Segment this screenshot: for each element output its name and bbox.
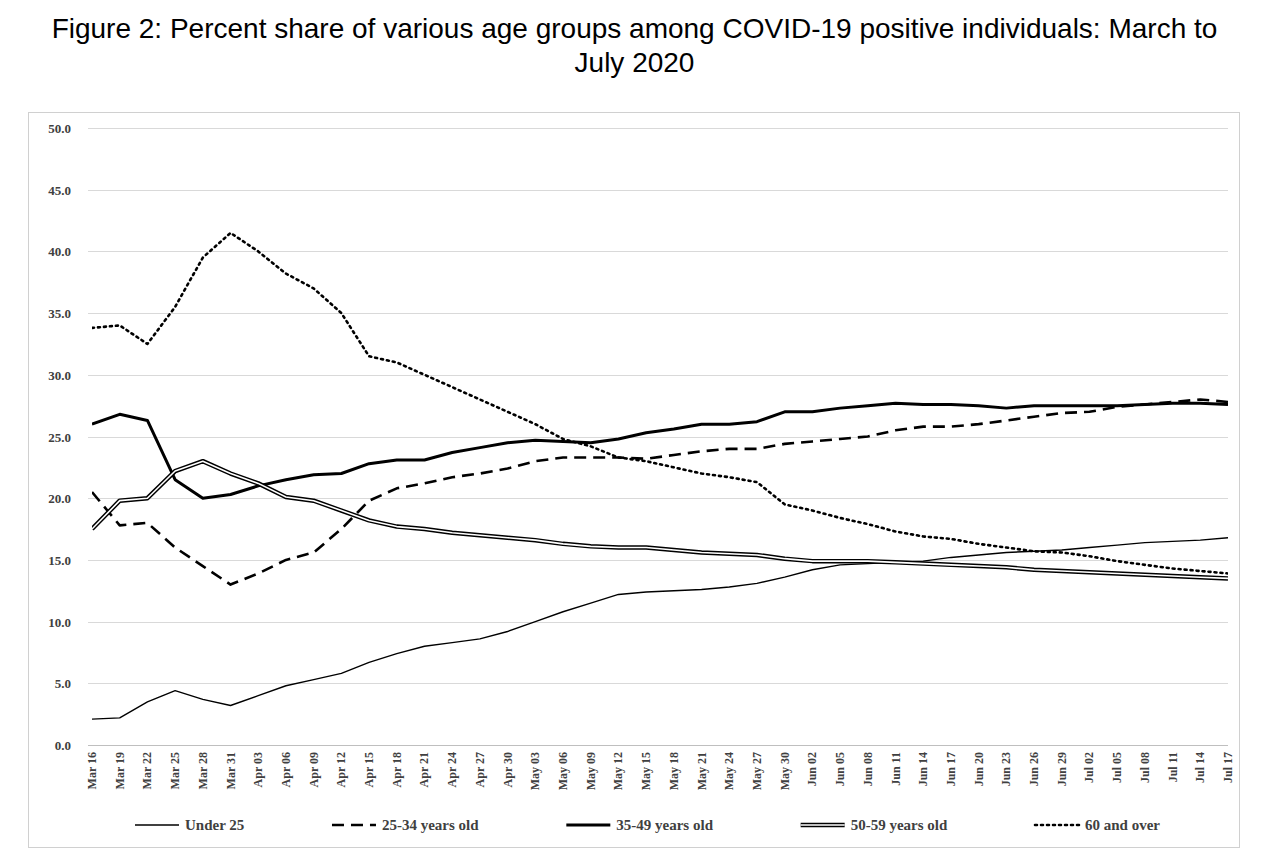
x-tick-label: Mar 31 xyxy=(224,752,238,789)
x-tick-label: Jun 11 xyxy=(889,752,903,786)
x-tick-label: Jun 23 xyxy=(999,752,1013,786)
x-tick-label: Jul 02 xyxy=(1082,752,1096,783)
grid-line xyxy=(88,560,1228,561)
series-line xyxy=(92,538,1228,719)
title-line: July 2020 xyxy=(575,47,695,78)
y-tick-label: 10.0 xyxy=(48,615,71,630)
x-tick-label: May 30 xyxy=(778,752,792,790)
x-tick-label: Apr 12 xyxy=(334,752,348,787)
x-tick-label: Jun 29 xyxy=(1055,752,1069,786)
legend-swatch xyxy=(332,824,376,827)
y-tick-label: 40.0 xyxy=(48,244,71,259)
legend-label: Under 25 xyxy=(185,817,244,833)
x-tick-label: Mar 22 xyxy=(140,752,154,789)
legend-label: 25-34 years old xyxy=(382,817,479,833)
x-tick-label: May 09 xyxy=(584,752,598,790)
grid-line xyxy=(88,745,1228,746)
y-tick-label: 45.0 xyxy=(48,183,71,198)
x-tick-label: Jun 05 xyxy=(833,752,847,786)
x-tick-label: Jul 05 xyxy=(1110,752,1124,783)
x-tick-label: May 24 xyxy=(722,752,736,790)
series-line xyxy=(92,233,1228,574)
x-tick-label: May 21 xyxy=(695,752,709,790)
x-tick-label: Jun 26 xyxy=(1027,752,1041,786)
legend-swatch-inner xyxy=(801,824,845,826)
y-tick-label: 30.0 xyxy=(48,368,71,383)
grid-line xyxy=(88,622,1228,623)
x-tick-label: Jun 08 xyxy=(861,752,875,786)
chart: Figure 2: Percent share of various age g… xyxy=(0,0,1269,861)
x-tick-label: May 18 xyxy=(667,752,681,790)
x-tick-label: May 15 xyxy=(639,752,653,790)
grid-line xyxy=(88,683,1228,684)
x-tick-label: Jul 08 xyxy=(1138,752,1152,783)
x-tick-label: Jun 02 xyxy=(805,752,819,786)
x-tick-label: Jun 20 xyxy=(972,752,986,786)
legend-swatch xyxy=(1035,824,1079,827)
grid-line xyxy=(88,437,1228,438)
chart-frame xyxy=(29,113,1240,848)
double-line-inner xyxy=(92,461,1228,578)
lines xyxy=(92,233,1228,719)
legend-swatch xyxy=(566,824,610,827)
legend-label: 50-59 years old xyxy=(851,817,948,833)
x-tick-label: Jun 17 xyxy=(944,752,958,786)
x-tick-label: Apr 18 xyxy=(390,752,404,787)
x-tick-label: May 27 xyxy=(750,752,764,790)
legend-label: 60 and over xyxy=(1085,817,1160,833)
x-tick-label: Jul 14 xyxy=(1193,752,1207,783)
series-line xyxy=(92,399,1228,584)
x-tick-label: Mar 16 xyxy=(85,752,99,789)
x-tick-label: May 03 xyxy=(528,752,542,790)
x-tick-label: Apr 15 xyxy=(362,752,376,787)
grid-line xyxy=(88,313,1228,314)
x-tick-label: Apr 30 xyxy=(501,752,515,787)
x-tick-label: May 06 xyxy=(556,752,570,790)
legend: Under 25 25-34 years old 35-49 years old 50… xyxy=(135,817,1160,833)
x-tick-label: Apr 09 xyxy=(307,752,321,787)
y-tick-label: 50.0 xyxy=(48,121,71,136)
x-tick-label: Mar 28 xyxy=(196,752,210,789)
x-tick-label: Apr 27 xyxy=(473,752,487,787)
x-tick-label: Jun 14 xyxy=(916,752,930,786)
series-line xyxy=(92,461,1228,578)
x-tick-label: Apr 21 xyxy=(417,752,431,787)
x-tick-label: Mar 19 xyxy=(113,752,127,789)
x-tick-label: Jul 11 xyxy=(1166,752,1180,782)
y-tick-label: 25.0 xyxy=(48,430,71,445)
legend-swatch xyxy=(135,824,179,825)
y-tick-label: 35.0 xyxy=(48,306,71,321)
title-line: Figure 2: Percent share of various age g… xyxy=(52,13,1218,44)
grid-line xyxy=(88,128,1228,129)
legend-label: 35-49 years old xyxy=(616,817,713,833)
x-tick-label: Apr 06 xyxy=(279,752,293,787)
x-tick-label: Apr 24 xyxy=(445,752,459,787)
x-tick-label: Jul 17 xyxy=(1221,752,1235,783)
grid-line xyxy=(88,498,1228,499)
x-tick-label: Apr 03 xyxy=(251,752,265,787)
grid xyxy=(88,129,1228,746)
x-tick-label: Mar 25 xyxy=(168,752,182,789)
title: Figure 2: Percent share of various age g… xyxy=(52,13,1218,78)
grid-line xyxy=(88,190,1228,191)
grid-line xyxy=(88,375,1228,376)
y-tick-label: 20.0 xyxy=(48,491,71,506)
y-tick-label: 0.0 xyxy=(55,738,71,753)
x-tick-label: May 12 xyxy=(611,752,625,790)
y-tick-label: 15.0 xyxy=(48,553,71,568)
y-tick-label: 5.0 xyxy=(55,676,71,691)
legend-swatch xyxy=(801,823,845,828)
